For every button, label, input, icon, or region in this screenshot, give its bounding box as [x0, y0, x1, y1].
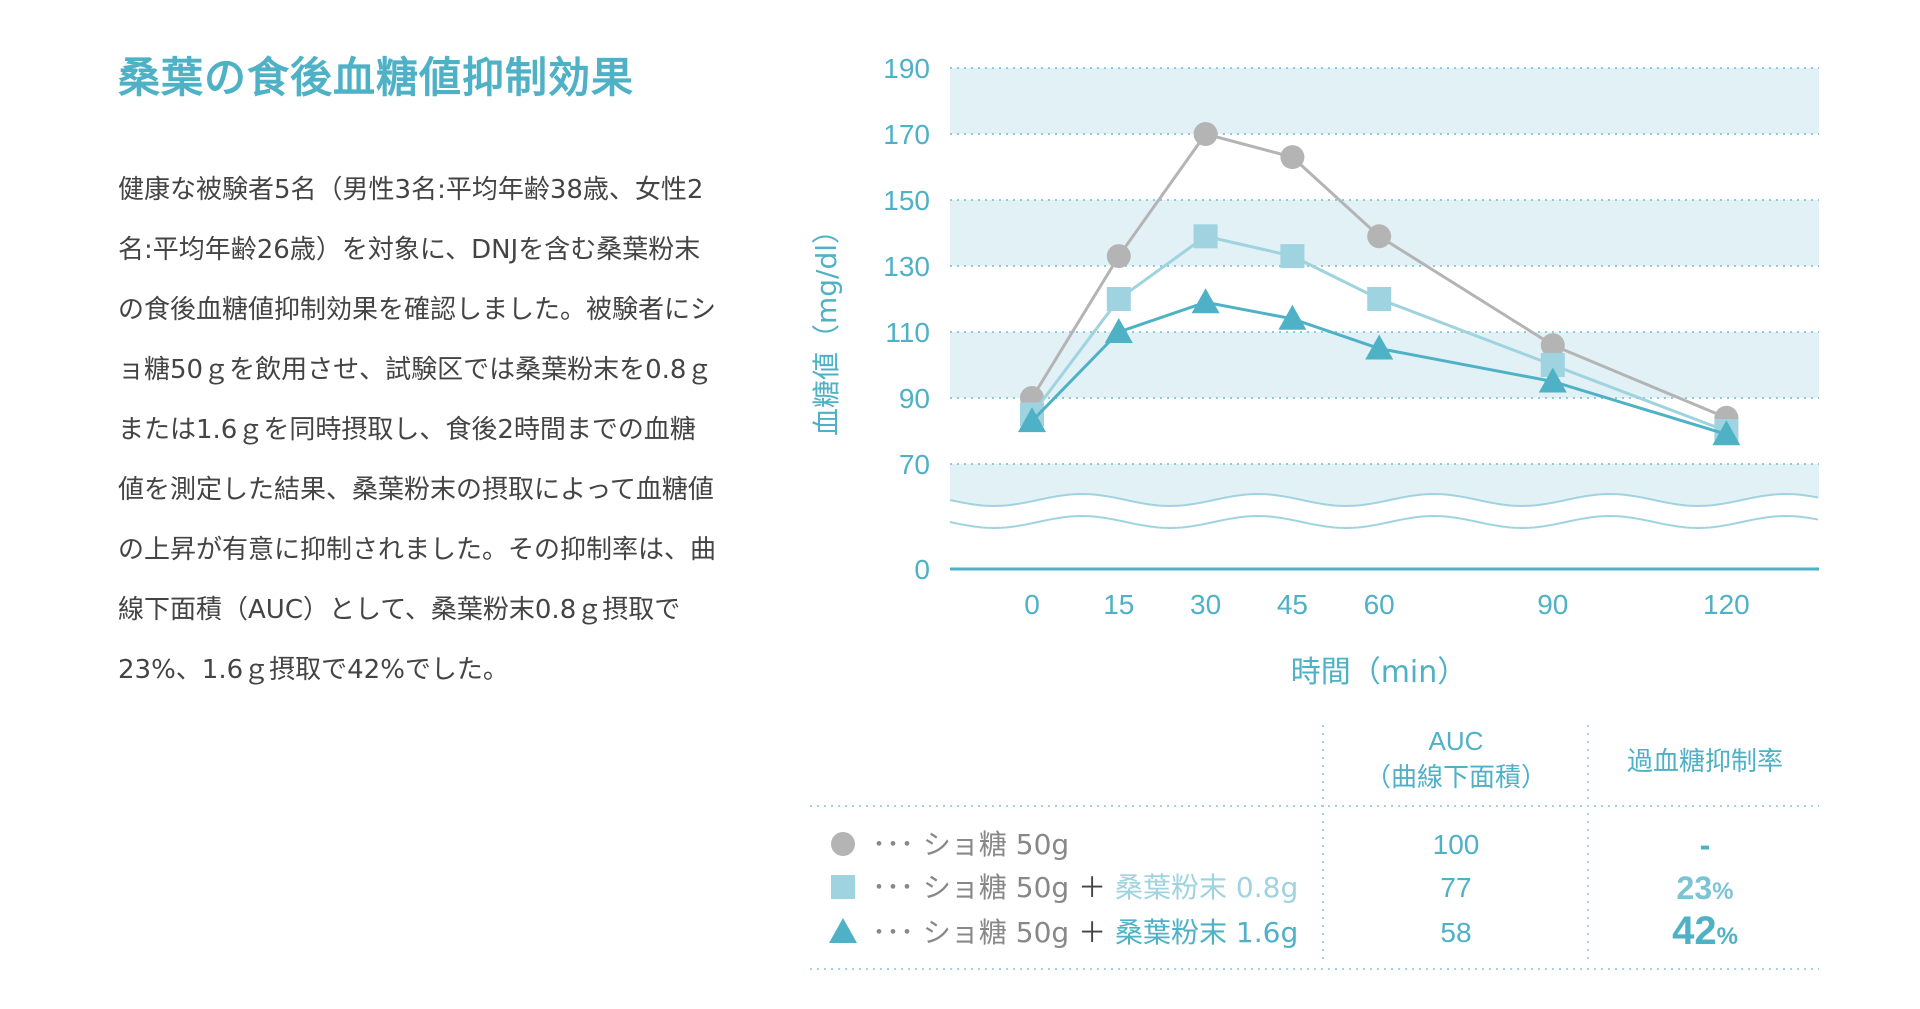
- legend-plus: ＋: [1069, 871, 1115, 904]
- legend-base: ･･･ ショ糖 50g: [872, 871, 1069, 904]
- rate-header: 過血糖抑制率: [1627, 747, 1783, 777]
- legend-base: ･･･ ショ糖 50g: [872, 916, 1069, 949]
- axis-break-wave: [949, 492, 1819, 508]
- legend-label: ･･･ ショ糖 50g ＋ 桑葉粉末 1.6g: [872, 916, 1298, 949]
- series-triangle: [1018, 288, 1741, 446]
- legend-additive: 桑葉粉末 1.6g: [1115, 916, 1298, 949]
- y-tick-label: 150: [883, 185, 930, 216]
- y-tick-label: 130: [883, 251, 930, 282]
- y-tick-label: 110: [885, 317, 930, 348]
- suppression-rate: 23%: [1677, 870, 1734, 906]
- legend-label: ･･･ ショ糖 50g: [872, 828, 1069, 861]
- data-point-circle: [1540, 333, 1565, 358]
- axis-break-wave: [949, 514, 1819, 530]
- data-point-square: [1280, 244, 1305, 269]
- data-point-circle: [1193, 122, 1218, 146]
- page-title: 桑葉の食後血糖値抑制効果: [118, 53, 635, 102]
- y-tick-label: 190: [883, 53, 930, 84]
- x-tick-label: 0: [1024, 589, 1040, 620]
- auc-value: 77: [1440, 872, 1471, 903]
- description-paragraph: 健康な被験者5名（男性3名:平均年齢38歳、女性2名:平均年齢26歳）を対象に、…: [118, 175, 717, 685]
- legend-square-icon: [831, 875, 855, 899]
- auc-value: 58: [1440, 917, 1471, 948]
- y-tick-label: 0: [914, 554, 930, 585]
- legend-additive: 桑葉粉末 0.8g: [1115, 871, 1298, 904]
- auc-value: 100: [1433, 829, 1480, 860]
- legend-label: ･･･ ショ糖 50g ＋ 桑葉粉末 0.8g: [872, 871, 1298, 904]
- axis-break-band: [950, 464, 1819, 506]
- data-point-triangle: [1538, 367, 1567, 393]
- rate-value: -: [1700, 827, 1711, 863]
- legend-base: ･･･ ショ糖 50g: [872, 828, 1069, 861]
- rate-value: 42: [1672, 909, 1717, 953]
- data-point-circle: [1367, 224, 1392, 249]
- x-tick-label: 45: [1277, 589, 1308, 620]
- rate-value: 23: [1677, 870, 1713, 906]
- suppression-rate: -: [1700, 827, 1711, 863]
- data-point-square: [1367, 287, 1392, 311]
- data-point-triangle: [1712, 420, 1741, 446]
- y-tick-label: 90: [899, 383, 930, 414]
- y-tick-label: 170: [883, 119, 930, 150]
- data-point-square: [1193, 224, 1218, 249]
- data-point-triangle: [1191, 288, 1220, 314]
- table-row: ･･･ ショ糖 50g 100 -: [831, 827, 1710, 863]
- data-point-triangle: [1018, 407, 1046, 433]
- data-point-circle: [1106, 244, 1131, 269]
- data-point-triangle: [1278, 304, 1307, 330]
- legend-plus: ＋: [1069, 916, 1115, 949]
- data-point-square: [1106, 287, 1131, 311]
- legend-triangle-icon: [829, 918, 857, 943]
- y-tick-label: 70: [899, 449, 930, 480]
- auc-header-sub: （曲線下面積）: [1365, 763, 1547, 793]
- y-axis-title: 血糖値（mg/dl）: [810, 216, 843, 436]
- x-tick-label: 60: [1364, 589, 1395, 620]
- data-point-circle: [1280, 145, 1305, 170]
- x-tick-label: 15: [1103, 589, 1134, 620]
- table-row: ･･･ ショ糖 50g ＋ 桑葉粉末 0.8g 77 23%: [831, 870, 1733, 906]
- rate-unit: %: [1717, 923, 1738, 950]
- x-tick-label: 30: [1190, 589, 1221, 620]
- rate-unit: %: [1712, 878, 1733, 905]
- data-point-triangle: [1104, 318, 1133, 343]
- grid-band: [950, 332, 1819, 398]
- auc-header: AUC: [1429, 726, 1484, 756]
- table-row: ･･･ ショ糖 50g ＋ 桑葉粉末 1.6g 58 42%: [829, 909, 1738, 953]
- grid-band: [950, 68, 1819, 134]
- x-tick-label: 90: [1537, 589, 1568, 620]
- x-axis-title: 時間（min）: [1291, 655, 1468, 690]
- data-point-triangle: [1365, 334, 1394, 360]
- suppression-rate: 42%: [1672, 909, 1738, 953]
- x-tick-label: 120: [1703, 589, 1750, 620]
- legend-circle-icon: [831, 832, 855, 856]
